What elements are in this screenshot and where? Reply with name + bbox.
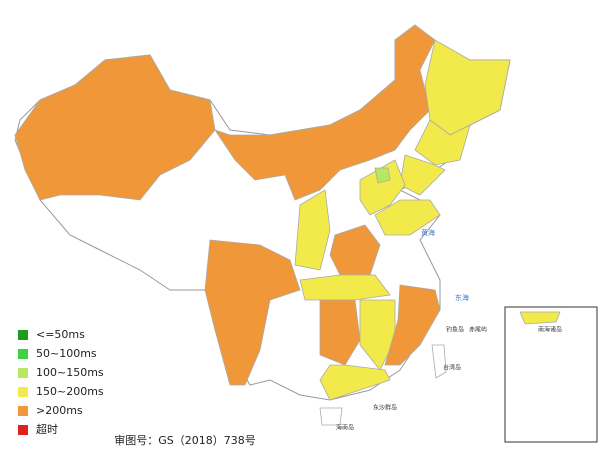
legend-swatch: [18, 425, 28, 435]
map-label: 黄海: [421, 228, 435, 237]
map-label: 台湾岛: [443, 364, 461, 372]
map-label: 南海诸岛: [538, 326, 562, 334]
legend-label: <=50ms: [36, 328, 85, 341]
legend-label: 50~100ms: [36, 347, 97, 360]
map-label: 海南岛: [336, 424, 354, 432]
inset-frame: [504, 306, 598, 443]
province: [319, 364, 391, 401]
legend-label: 150~200ms: [36, 385, 104, 398]
province: [431, 344, 447, 379]
province: [14, 54, 216, 201]
province: [374, 167, 391, 184]
province: [414, 119, 471, 166]
legend-label: 100~150ms: [36, 366, 104, 379]
map-label: 东海: [455, 293, 469, 302]
province: [519, 311, 561, 325]
map-label: 钓鱼岛: [446, 326, 464, 334]
legend-label: >200ms: [36, 404, 83, 417]
province: [299, 274, 391, 301]
approval-number: 审图号：GS（2018）738号: [114, 433, 256, 447]
province: [374, 199, 441, 236]
legend-swatch: [18, 387, 28, 397]
legend-swatch: [18, 406, 28, 416]
legend-swatch: [18, 330, 28, 340]
province: [294, 189, 331, 271]
legend-swatch: [18, 349, 28, 359]
province: [319, 299, 361, 366]
province: [319, 407, 343, 426]
province: [424, 39, 511, 136]
province: [384, 284, 441, 366]
legend-label: 超时: [36, 422, 58, 436]
legend-swatch: [18, 368, 28, 378]
map-label: 东沙群岛: [373, 404, 397, 412]
map-label: 赤尾屿: [469, 326, 487, 334]
province: [359, 159, 406, 216]
province: [204, 239, 301, 386]
